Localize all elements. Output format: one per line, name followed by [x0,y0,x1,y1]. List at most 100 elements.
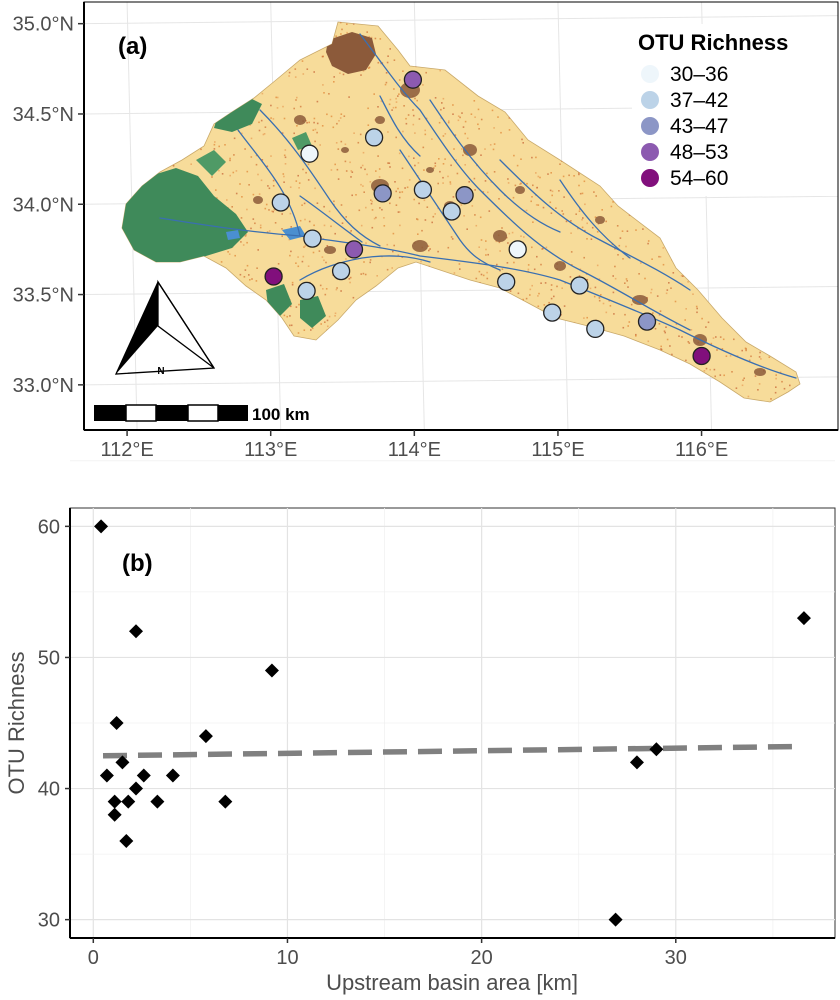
cropland-dot [536,255,538,258]
cropland-dot [387,55,389,57]
cropland-dot [690,329,693,331]
graticule-parallel [83,286,839,296]
cropland-dot [321,256,324,258]
cropland-dot [383,225,386,227]
forest-patch-3 [196,150,226,176]
cropland-dot [271,210,273,213]
cropland-dot [451,238,454,240]
data-point [136,768,151,783]
cropland-dot [254,222,256,225]
cropland-dot [635,333,637,336]
cropland-dot [666,289,669,291]
cropland-dot [714,375,716,378]
cropland-dot [605,311,608,314]
cropland-dot [618,244,621,247]
cropland-dot [339,22,342,24]
site-marker [586,319,605,339]
cropland-dot [656,295,659,297]
cropland-dot [660,348,662,350]
cropland-dot [742,379,744,381]
cropland-dot [421,229,423,232]
cropland-dot [264,207,267,210]
cropland-dot [352,296,355,299]
cropland-dot [486,172,488,175]
cropland-dot [747,395,750,398]
cropland-dot [349,281,351,284]
map-x-tick-label: 115°E [531,439,584,461]
cropland-dot [249,279,251,281]
cropland-dot [464,120,467,123]
map-y-tick-label: 33.5°N [13,285,74,307]
cropland-dot [520,235,522,237]
cropland-dot [624,313,626,316]
cropland-dot [464,164,466,166]
cropland-dot [442,97,445,100]
cropland-dot [272,185,275,187]
cropland-dot [255,163,258,166]
cropland-dot [474,189,476,191]
reservoir-2 [226,230,240,240]
cropland-dot [444,158,446,160]
cropland-dot [334,232,336,235]
cropland-dot [662,247,665,249]
cropland-dot [395,204,398,206]
cropland-dot [605,220,607,223]
cropland-dot [397,187,399,190]
river-trib-5 [299,255,431,281]
cropland-dot [213,148,216,150]
map-x-tick-label: 113°E [244,439,297,461]
cropland-dot [650,288,653,291]
cropland-dot [324,293,327,296]
cropland-dot [487,253,489,256]
cropland-dot [295,99,297,101]
cropland-dot [190,163,192,165]
cropland-dot [348,96,350,98]
cropland-dot [703,370,706,372]
cropland-dot [307,163,310,166]
cropland-dot [716,349,718,351]
cropland-dot [250,227,252,230]
legend-background [632,24,838,196]
urban-patch [493,230,507,242]
cropland-dot [367,124,370,126]
cropland-dot [570,232,572,234]
cropland-dot [635,229,637,231]
cropland-dot [425,71,427,74]
cropland-dot [227,251,229,253]
cropland-dot [246,241,248,244]
cropland-dot [550,289,553,291]
cropland-dot [349,276,352,279]
cropland-dot [289,212,292,215]
cropland-dot [441,102,443,104]
cropland-dot [438,158,440,160]
cropland-dot [270,117,272,119]
cropland-dot [328,210,331,213]
cropland-dot [422,146,425,149]
cropland-dot [290,250,292,253]
cropland-dot [696,307,698,310]
cropland-dot [341,28,343,31]
cropland-dot [362,70,365,72]
cropland-dot [598,278,601,280]
cropland-dot [389,166,391,168]
cropland-dot [276,96,279,99]
cropland-dot [537,175,540,178]
cropland-dot [538,292,540,295]
cropland-dot [296,125,298,127]
cropland-dot [678,335,680,337]
data-point [218,794,233,809]
cropland-dot [614,277,617,280]
cropland-dot [517,292,520,295]
cropland-dot [293,132,295,135]
cropland-dot [301,204,303,206]
cropland-dot [420,260,422,263]
cropland-dot [696,311,698,314]
cropland-dot [281,213,283,215]
cropland-dot [333,81,335,83]
cropland-dot [583,256,585,259]
cropland-dot [520,182,522,185]
cropland-dot [416,218,419,221]
cropland-dot [395,190,397,193]
cropland-dot [316,131,318,134]
cropland-dot [550,212,553,214]
